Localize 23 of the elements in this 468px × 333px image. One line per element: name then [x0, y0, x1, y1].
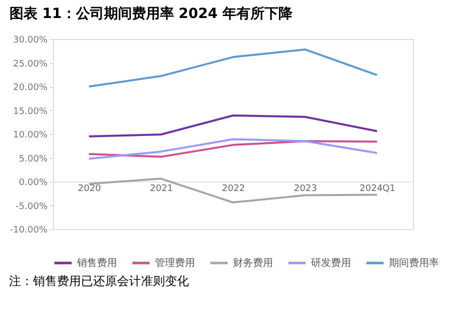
y-tick-label: -5.00% [16, 202, 48, 212]
x-tick-label: 2022 [222, 184, 245, 194]
text: 注：销售费用已还原会计准则变化 [8, 274, 189, 288]
y-tick-label: 15.00% [13, 106, 48, 117]
legend-label: 研发费用 [311, 257, 351, 269]
legend-label: 销售费用 [76, 257, 117, 269]
y-tick-label: 0.00% [18, 178, 48, 188]
y-tick-label: -10.00% [10, 226, 48, 236]
y-tick-label: 5.00% [18, 154, 48, 164]
line-series [88, 48, 378, 88]
legend-label: 管理费用 [155, 257, 195, 269]
line-series [88, 114, 378, 138]
legend-label: 财务费用 [233, 257, 273, 269]
x-tick-label: 2020 [78, 184, 102, 194]
x-tick-label: 2021 [150, 184, 173, 194]
y-tick-label: 25.00% [13, 59, 48, 70]
legend-label: 期间费用率 [389, 257, 439, 269]
y-tick-label: 10.00% [13, 130, 48, 140]
y-tick-label: 30.00% [13, 36, 48, 46]
x-tick-label: 2023 [294, 184, 317, 194]
y-tick-label: 20.00% [13, 83, 48, 93]
x-tick-label: 2024Q1 [360, 184, 396, 194]
chart-title: 图表 11：公司期间费用率 2024 年有所下降 [9, 5, 294, 22]
